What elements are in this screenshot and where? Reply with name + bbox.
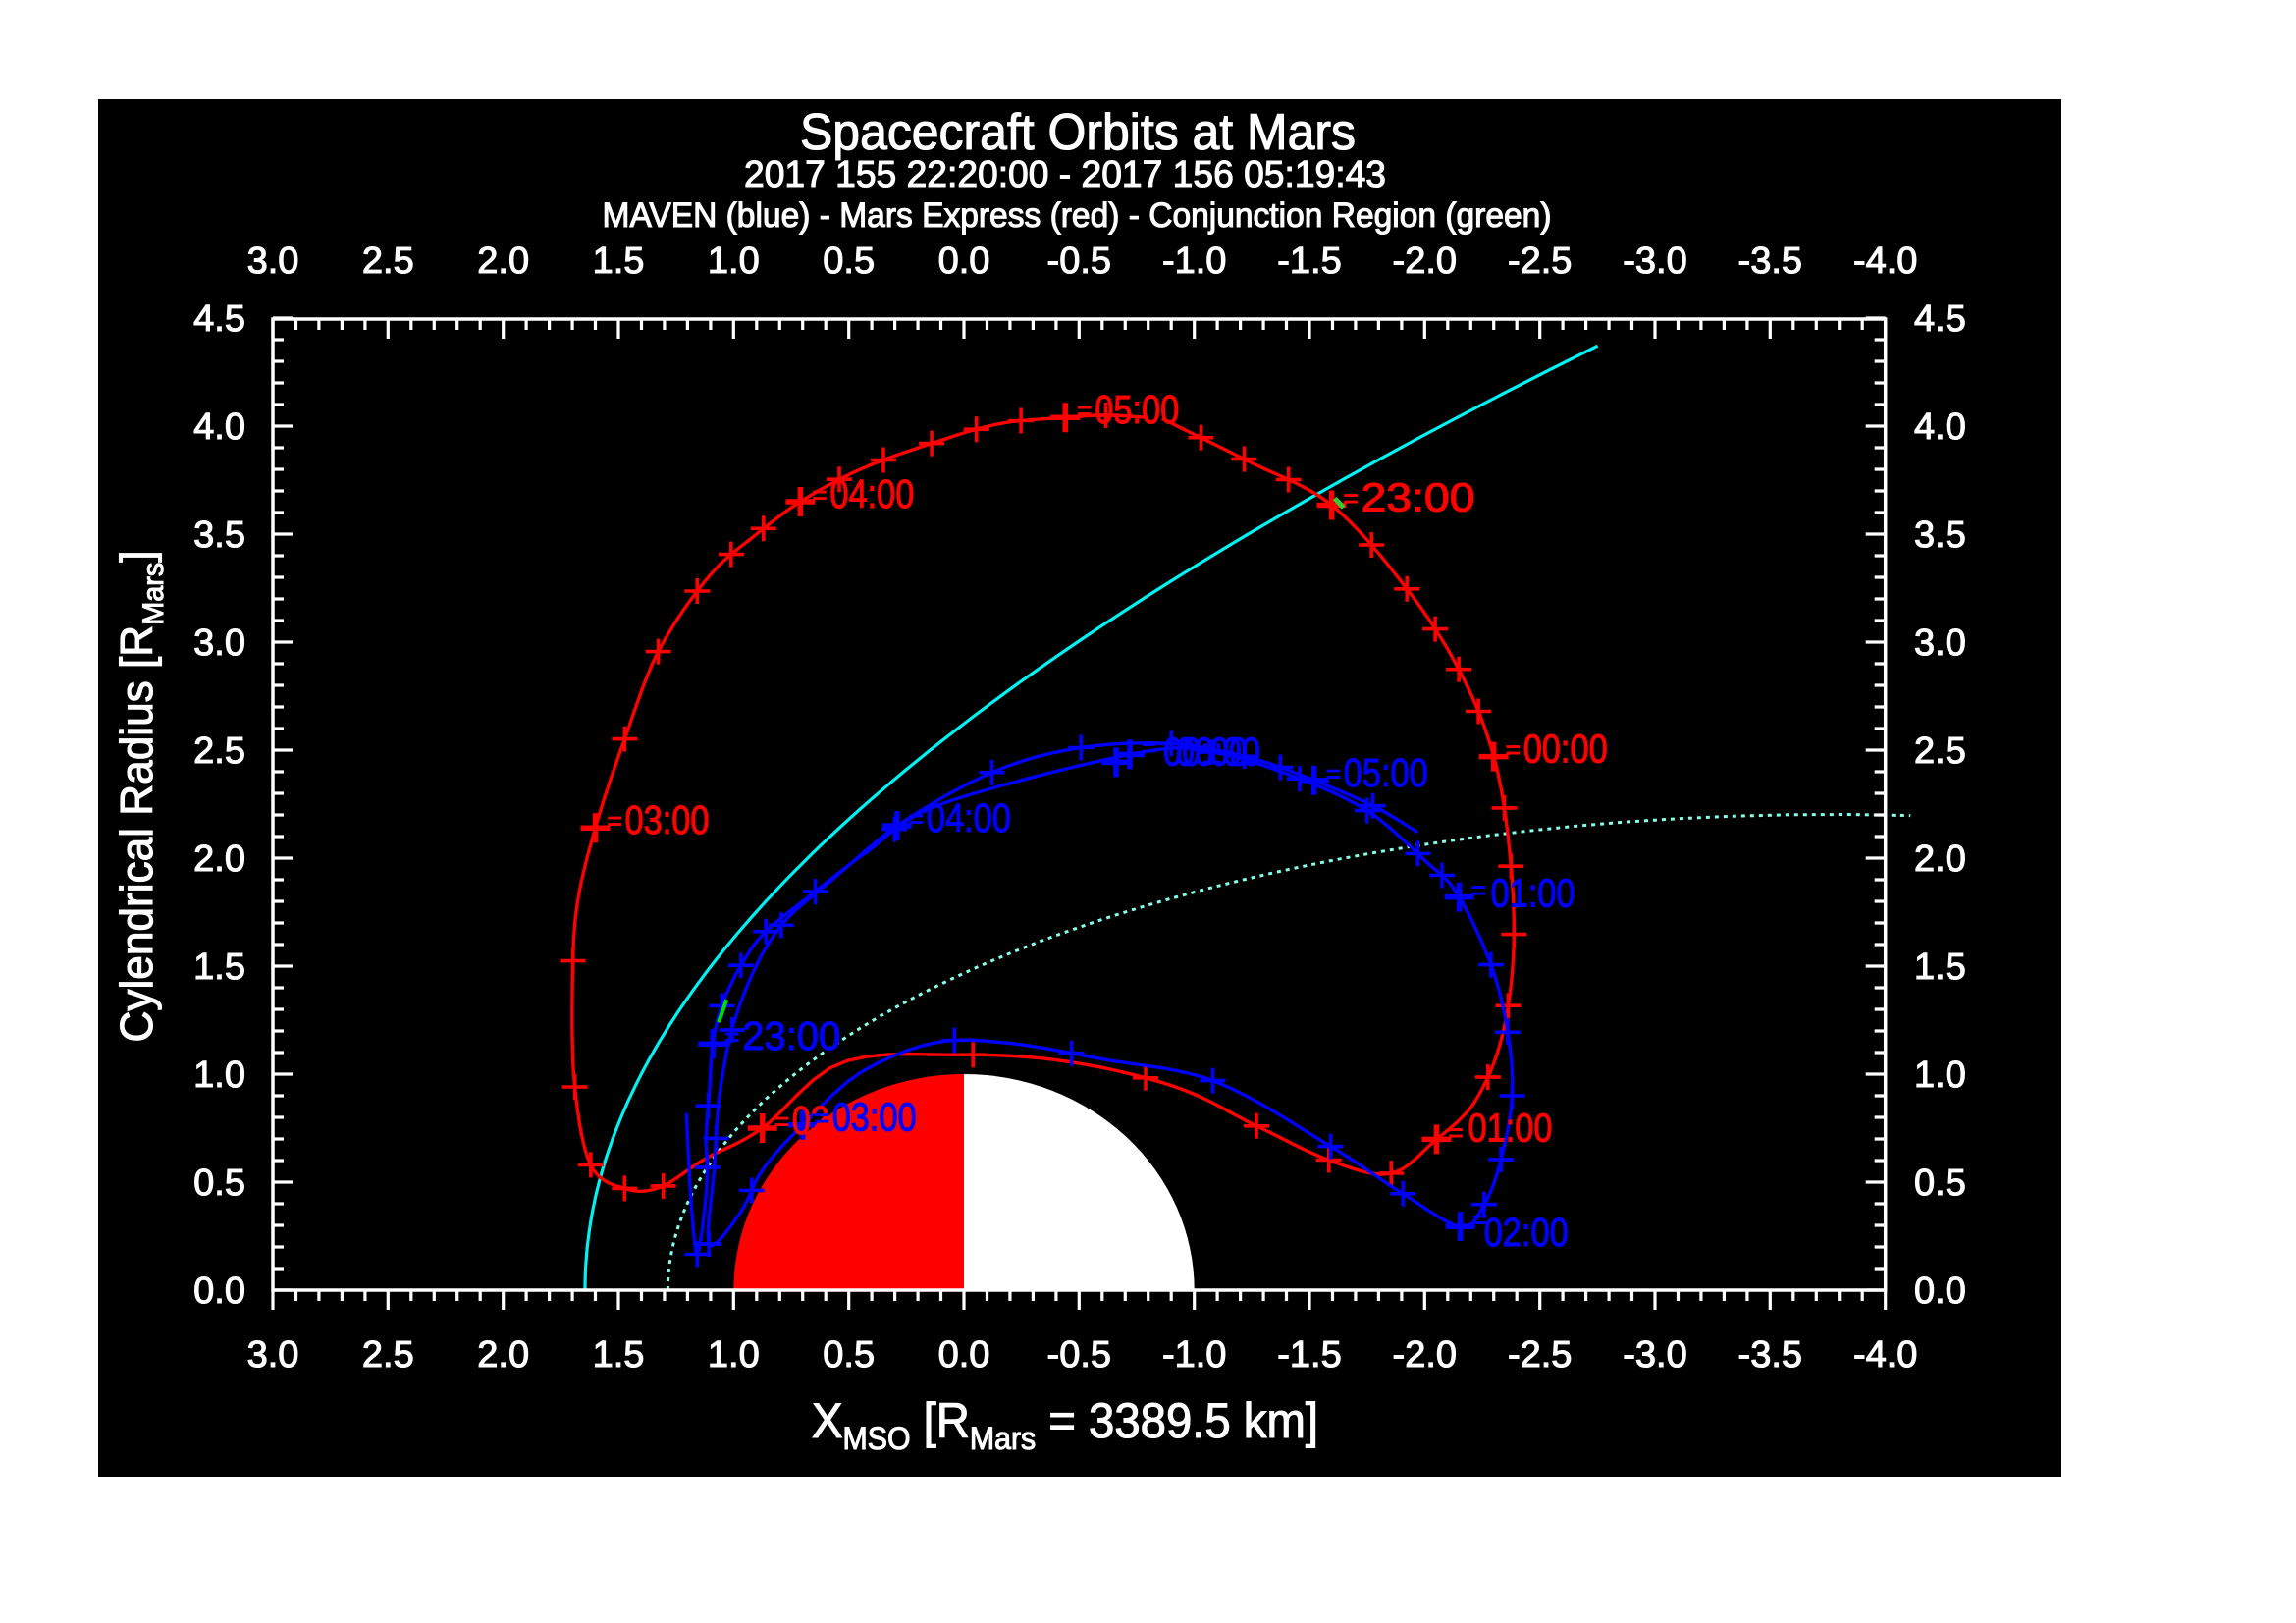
svg-text:1.0: 1.0 <box>1914 1055 1966 1096</box>
svg-text:0.5: 0.5 <box>1914 1163 1966 1204</box>
svg-text:2.5: 2.5 <box>362 241 414 282</box>
svg-text:-2.5: -2.5 <box>1508 241 1572 282</box>
svg-text:2.5: 2.5 <box>1914 730 1966 772</box>
svg-text:0.0: 0.0 <box>193 1271 245 1312</box>
svg-text:23:00: 23:00 <box>742 1013 840 1058</box>
svg-text:2017 155 22:20:00 - 2017 156 0: 2017 155 22:20:00 - 2017 156 05:19:43 <box>744 154 1386 195</box>
svg-text:=: = <box>1344 484 1359 514</box>
svg-text:2.0: 2.0 <box>193 839 245 880</box>
svg-text:4.5: 4.5 <box>1914 298 1966 340</box>
svg-text:4.0: 4.0 <box>193 406 245 448</box>
svg-text:-0.5: -0.5 <box>1047 241 1111 282</box>
svg-text:3.5: 3.5 <box>1914 514 1966 556</box>
svg-text:03:00: 03:00 <box>625 797 710 842</box>
svg-text:0.0: 0.0 <box>938 1334 990 1376</box>
svg-text:-2.0: -2.0 <box>1393 241 1457 282</box>
svg-text:-1.0: -1.0 <box>1162 241 1226 282</box>
svg-text:00:00: 00:00 <box>1163 729 1248 774</box>
svg-text:=: = <box>1449 1117 1464 1147</box>
svg-text:=: = <box>1471 876 1486 905</box>
svg-text:23:00: 23:00 <box>1362 475 1475 520</box>
svg-text:0.5: 0.5 <box>823 1334 875 1376</box>
svg-text:=: = <box>1142 732 1156 762</box>
svg-text:0.5: 0.5 <box>823 241 875 282</box>
svg-text:=: = <box>1326 759 1341 788</box>
svg-text:2.0: 2.0 <box>477 1334 529 1376</box>
svg-text:01:00: 01:00 <box>1491 871 1575 916</box>
svg-text:2.5: 2.5 <box>362 1334 414 1376</box>
svg-text:3.5: 3.5 <box>193 514 245 556</box>
svg-text:02:00: 02:00 <box>1484 1210 1569 1255</box>
svg-text:3.0: 3.0 <box>247 241 299 282</box>
svg-text:4.0: 4.0 <box>1914 406 1966 448</box>
svg-text:-3.5: -3.5 <box>1738 1334 1802 1376</box>
svg-text:2.0: 2.0 <box>477 241 529 282</box>
svg-text:-0.5: -0.5 <box>1047 1334 1111 1376</box>
svg-text:1.5: 1.5 <box>193 947 245 988</box>
svg-text:=: = <box>815 1104 829 1133</box>
svg-text:-1.5: -1.5 <box>1277 1334 1341 1376</box>
svg-text:=: = <box>1472 1205 1487 1234</box>
svg-text:Cylendrical Radius [RMars]: Cylendrical Radius [RMars] <box>111 551 170 1043</box>
svg-text:0.0: 0.0 <box>1914 1271 1966 1312</box>
svg-text:3.0: 3.0 <box>193 622 245 664</box>
svg-text:3.0: 3.0 <box>247 1334 299 1376</box>
svg-text:=: = <box>1506 735 1521 765</box>
svg-text:04:00: 04:00 <box>927 795 1011 840</box>
svg-text:-4.0: -4.0 <box>1853 1334 1917 1376</box>
svg-text:MAVEN (blue) - Mars Express (r: MAVEN (blue) - Mars Express (red) - Conj… <box>603 196 1552 235</box>
svg-text:-2.5: -2.5 <box>1508 1334 1572 1376</box>
svg-text:1.5: 1.5 <box>593 1334 645 1376</box>
svg-text:-3.0: -3.0 <box>1623 241 1686 282</box>
svg-text:2.0: 2.0 <box>1914 839 1966 880</box>
svg-text:0.5: 0.5 <box>193 1163 245 1204</box>
svg-text:-3.5: -3.5 <box>1738 241 1802 282</box>
svg-text:05:00: 05:00 <box>1095 387 1179 432</box>
svg-text:04:00: 04:00 <box>829 471 914 516</box>
svg-text:=: = <box>724 1022 739 1052</box>
svg-text:03:00: 03:00 <box>832 1095 917 1140</box>
svg-text:05:00: 05:00 <box>1344 750 1428 795</box>
svg-text:-2.0: -2.0 <box>1393 1334 1457 1376</box>
svg-text:01:00: 01:00 <box>1468 1105 1553 1150</box>
svg-text:=: = <box>909 804 924 834</box>
svg-text:-4.0: -4.0 <box>1853 241 1917 282</box>
svg-text:00:00: 00:00 <box>1523 727 1608 772</box>
svg-text:4.5: 4.5 <box>193 298 245 340</box>
svg-text:1.0: 1.0 <box>708 1334 760 1376</box>
svg-text:1.5: 1.5 <box>1914 947 1966 988</box>
svg-text:-3.0: -3.0 <box>1623 1334 1686 1376</box>
svg-text:1.5: 1.5 <box>593 241 645 282</box>
svg-text:=: = <box>812 480 827 510</box>
svg-text:Spacecraft Orbits at Mars: Spacecraft Orbits at Mars <box>800 104 1356 161</box>
svg-text:02:00: 02:00 <box>792 1098 877 1143</box>
svg-text:-1.0: -1.0 <box>1162 1334 1226 1376</box>
svg-text:=: = <box>1077 396 1092 425</box>
svg-text:1.0: 1.0 <box>708 241 760 282</box>
svg-text:2.5: 2.5 <box>193 730 245 772</box>
svg-text:-1.5: -1.5 <box>1277 241 1341 282</box>
svg-text:=: = <box>608 806 622 836</box>
svg-text:3.0: 3.0 <box>1914 622 1966 664</box>
svg-text:00:00: 00:00 <box>1176 729 1260 774</box>
svg-text:1.0: 1.0 <box>193 1055 245 1096</box>
svg-text:=: = <box>774 1107 789 1136</box>
svg-text:0.0: 0.0 <box>938 241 990 282</box>
